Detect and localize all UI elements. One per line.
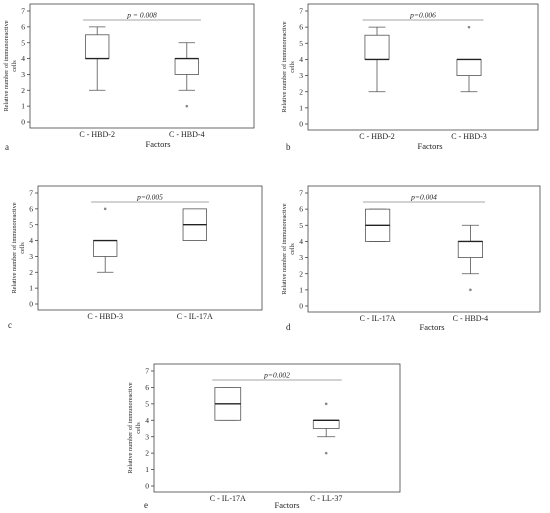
plot-frame bbox=[153, 363, 401, 493]
y-axis-label: cells bbox=[289, 243, 296, 255]
panel-letter: c bbox=[8, 320, 12, 330]
panel-e: 0 1 2 3 4 5 6 7 Relative number of immunoreactiv… bbox=[127, 363, 401, 510]
y-tick-label: 5 bbox=[145, 399, 149, 408]
y-tick-label: 0 bbox=[299, 302, 303, 311]
x-category-label: C - HBD-3 bbox=[87, 312, 123, 321]
box-iqr bbox=[312, 419, 340, 429]
x-category-label: C - IL-17A bbox=[177, 312, 213, 321]
x-category-label: C - IL-17A bbox=[360, 314, 396, 323]
y-axis-label: cells bbox=[11, 60, 18, 72]
panel-letter: e bbox=[144, 500, 148, 510]
y-tick-label: 3 bbox=[299, 253, 303, 262]
y-tick-label: 2 bbox=[145, 449, 149, 458]
x-category-label: C - HBD-3 bbox=[451, 132, 487, 141]
p-value-label: p=0.006 bbox=[409, 11, 436, 20]
y-tick-label: 4 bbox=[21, 54, 25, 63]
y-axis-label: cells bbox=[19, 242, 26, 254]
y-tick-label: 0 bbox=[299, 120, 303, 129]
outlier-point bbox=[324, 451, 328, 455]
x-category-label: C - IL-17A bbox=[210, 494, 246, 503]
y-tick-label: 5 bbox=[29, 220, 33, 229]
y-tick-label: 6 bbox=[299, 205, 303, 214]
box-iqr bbox=[364, 34, 390, 60]
y-axis-label: Relative number of immunoreactive bbox=[281, 203, 288, 294]
panel-c: 0 1 2 3 4 5 6 7 Relative number of immunoreactiv… bbox=[8, 185, 263, 330]
x-category-label: C - HBD-4 bbox=[453, 314, 489, 323]
x-category-label: C - HBD-4 bbox=[169, 130, 205, 139]
y-tick-label: 6 bbox=[299, 23, 303, 32]
y-tick-label: 7 bbox=[299, 189, 303, 198]
panel-letter: a bbox=[5, 142, 9, 152]
plot-frame bbox=[29, 3, 255, 129]
y-axis-label: Relative number of immunoreactive bbox=[281, 21, 288, 112]
outlier-point bbox=[469, 288, 472, 292]
box-iqr bbox=[456, 59, 482, 76]
y-tick-label: 4 bbox=[299, 237, 303, 246]
panel-d: 0 1 2 3 4 5 6 7 Relative number of immunoreactiv… bbox=[281, 185, 541, 332]
y-axis-label: cells bbox=[135, 422, 142, 434]
box-iqr bbox=[85, 34, 110, 59]
y-tick-label: 1 bbox=[29, 284, 33, 293]
y-tick-label: 2 bbox=[29, 268, 33, 277]
p-value-label: p=0.002 bbox=[263, 371, 290, 380]
y-tick-label: 4 bbox=[299, 55, 303, 64]
x-category-label: C - HBD-2 bbox=[79, 130, 115, 139]
y-tick-label: 2 bbox=[299, 87, 303, 96]
y-tick-label: 6 bbox=[29, 204, 33, 213]
x-axis-label: Factors bbox=[274, 500, 299, 510]
y-axis-label: Relative number of immunoreactive bbox=[11, 202, 18, 293]
p-value-label: p=0.004 bbox=[410, 193, 437, 202]
y-tick-label: 1 bbox=[21, 102, 25, 111]
y-tick-label: 0 bbox=[29, 300, 33, 309]
y-tick-label: 6 bbox=[145, 383, 149, 392]
p-value-label: p=0.005 bbox=[136, 193, 163, 202]
y-tick-label: 5 bbox=[299, 221, 303, 230]
y-tick-label: 3 bbox=[299, 71, 303, 80]
y-axis-label: Relative number of immunoreactive bbox=[127, 382, 134, 473]
y-tick-label: 1 bbox=[145, 465, 149, 474]
panel-letter: d bbox=[286, 322, 291, 332]
y-tick-label: 7 bbox=[21, 7, 25, 16]
y-tick-label: 7 bbox=[29, 189, 33, 198]
y-tick-label: 4 bbox=[145, 416, 149, 425]
p-value-label: p = 0.008 bbox=[126, 11, 157, 20]
box-iqr bbox=[457, 241, 483, 258]
y-tick-label: 5 bbox=[299, 39, 303, 48]
outlier-point bbox=[185, 104, 189, 108]
y-tick-label: 3 bbox=[29, 252, 33, 261]
y-tick-label: 0 bbox=[145, 482, 149, 491]
y-tick-label: 2 bbox=[299, 269, 303, 278]
x-axis-label: Factors bbox=[145, 139, 170, 149]
x-category-label: C - LL-37 bbox=[310, 494, 342, 503]
outlier-point bbox=[324, 402, 328, 406]
box-iqr bbox=[93, 240, 118, 257]
panel-letter: b bbox=[286, 142, 291, 152]
y-tick-label: 7 bbox=[299, 7, 303, 16]
plot-frame bbox=[307, 3, 539, 131]
y-tick-label: 1 bbox=[299, 285, 303, 294]
y-tick-label: 4 bbox=[29, 236, 33, 245]
x-axis-label: Factors bbox=[417, 141, 442, 151]
panel-b: 0 1 2 3 4 5 6 7 Relative number of immunoreactiv… bbox=[281, 3, 539, 152]
panel-a: 0 1 2 3 4 5 6 7 Relative number of immunoreactiv… bbox=[3, 3, 255, 152]
plot-frame bbox=[37, 185, 263, 311]
y-tick-label: 6 bbox=[21, 22, 25, 31]
plot-frame bbox=[307, 185, 541, 313]
y-tick-label: 0 bbox=[21, 118, 25, 127]
y-tick-label: 2 bbox=[21, 86, 25, 95]
x-category-label: C - HBD-2 bbox=[359, 132, 395, 141]
y-tick-label: 3 bbox=[21, 70, 25, 79]
y-tick-label: 7 bbox=[145, 367, 149, 376]
outlier-point bbox=[467, 25, 471, 29]
y-tick-label: 1 bbox=[299, 103, 303, 112]
y-tick-label: 3 bbox=[145, 432, 149, 441]
x-axis-label: Factors bbox=[419, 322, 444, 332]
y-axis-label: cells bbox=[289, 61, 296, 73]
box-iqr bbox=[174, 58, 199, 75]
outlier-point bbox=[103, 207, 107, 211]
y-tick-label: 5 bbox=[21, 38, 25, 47]
y-axis-label: Relative number of immunoreactive bbox=[3, 20, 10, 111]
